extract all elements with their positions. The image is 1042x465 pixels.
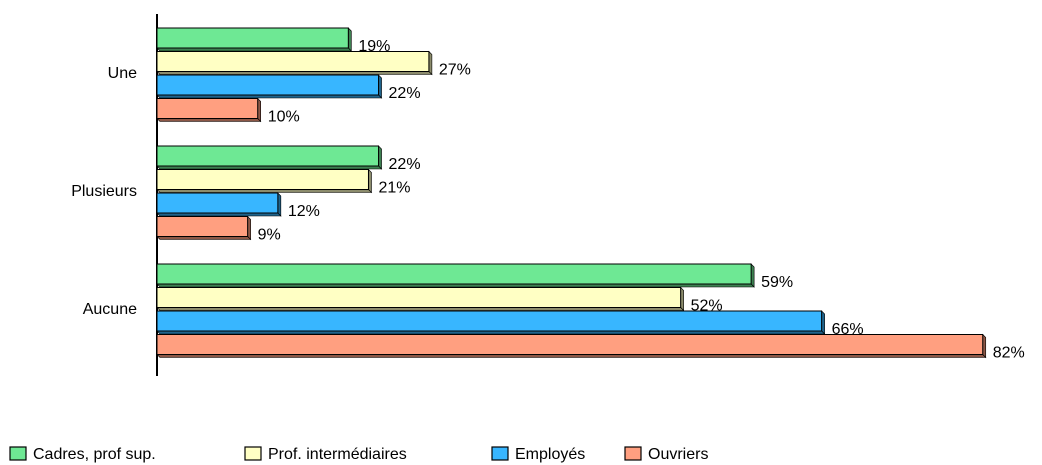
bar xyxy=(156,98,259,119)
y-tick-label: Une xyxy=(108,65,137,82)
data-label: 52% xyxy=(691,298,723,315)
data-label: 9% xyxy=(258,227,281,244)
data-label: 10% xyxy=(268,109,300,126)
bar xyxy=(156,192,279,214)
legend-label: Prof. intermédiaires xyxy=(268,446,407,463)
data-label: 21% xyxy=(378,180,410,197)
bar xyxy=(156,310,823,332)
data-label: 66% xyxy=(832,321,864,338)
data-label: 22% xyxy=(389,85,421,102)
legend-label: Ouvriers xyxy=(648,446,708,463)
data-label: 12% xyxy=(288,203,320,220)
legend-label: Cadres, prof sup. xyxy=(33,446,156,463)
data-label: 27% xyxy=(439,62,471,79)
bar xyxy=(156,145,380,167)
bar xyxy=(156,169,369,190)
bar xyxy=(156,263,752,285)
data-label: 19% xyxy=(358,38,390,55)
data-label: 82% xyxy=(993,345,1025,362)
y-tick-label: Aucune xyxy=(83,301,137,318)
y-tick-label: Plusieurs xyxy=(71,183,137,200)
legend-swatch xyxy=(9,446,27,461)
bar xyxy=(156,74,380,96)
legend-swatch xyxy=(624,446,642,461)
legend-label: Employés xyxy=(515,446,585,463)
bar xyxy=(156,287,682,308)
data-label: 22% xyxy=(389,156,421,173)
legend-swatch xyxy=(244,446,262,461)
data-label: 59% xyxy=(761,274,793,291)
bar xyxy=(156,51,430,72)
legend-swatch xyxy=(491,446,509,461)
bar xyxy=(156,216,249,237)
bar xyxy=(156,334,984,355)
bar xyxy=(156,27,349,49)
